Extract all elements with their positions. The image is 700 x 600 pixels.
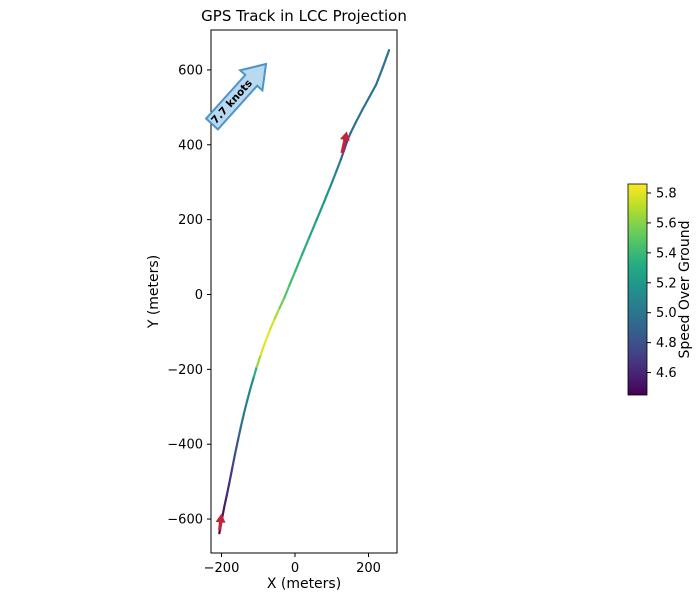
- track-segment: [294, 253, 304, 273]
- gps-track-line: [218, 48, 391, 535]
- x-tick-label: 200: [356, 561, 381, 576]
- colorbar-tick-label: 5.8: [656, 186, 677, 201]
- track-segment: [329, 170, 338, 186]
- track-segment: [223, 494, 228, 508]
- colorbar-ticks: 4.6 4.8 5.0 5.2 5.4 5.6 5.8: [647, 186, 677, 381]
- colorbar-tick-label: 4.8: [656, 336, 677, 351]
- x-axis-ticks: −200 0 200: [204, 553, 381, 576]
- y-tick-label: 400: [178, 138, 203, 153]
- x-axis-label: X (meters): [267, 576, 341, 592]
- quiver-arrow-shaft: [340, 137, 347, 154]
- track-segment: [354, 108, 364, 124]
- colorbar-tick-label: 5.2: [656, 276, 677, 291]
- colorbar-tick-label: 5.0: [656, 306, 677, 321]
- colorbar: [627, 183, 648, 396]
- track-segment: [221, 504, 226, 519]
- track-segment: [268, 317, 276, 331]
- track-segment: [278, 296, 286, 310]
- y-tick-label: 200: [178, 213, 203, 228]
- annotation-arrow-shape: [204, 62, 268, 131]
- y-tick-label: 0: [195, 288, 203, 303]
- colorbar-tick-label: 5.6: [656, 216, 677, 231]
- track-segment: [288, 269, 297, 287]
- track-segment: [308, 218, 318, 239]
- y-tick-label: −600: [167, 513, 203, 528]
- track-segment: [368, 83, 378, 99]
- x-tick-label: 0: [291, 561, 299, 576]
- quiver-arrow-head: [339, 131, 350, 142]
- plot-border: [210, 29, 398, 554]
- track-segment: [264, 328, 272, 344]
- track-segment: [315, 200, 326, 221]
- track-segment: [252, 365, 258, 378]
- track-segment: [283, 284, 291, 299]
- track-segment: [249, 375, 255, 390]
- track-segment: [259, 340, 267, 357]
- track-segment: [300, 236, 311, 256]
- track-segment: [246, 386, 252, 402]
- colorbar-label: Speed Over Ground: [677, 221, 693, 359]
- track-segment: [255, 354, 262, 368]
- colorbar-tick-label: 4.6: [656, 366, 677, 381]
- track-segment: [361, 96, 371, 112]
- x-tick-label: −200: [204, 561, 240, 576]
- track-segment: [228, 467, 234, 485]
- y-tick-label: −200: [167, 363, 203, 378]
- track-segment: [335, 158, 343, 173]
- quiver-arrow-head: [215, 513, 226, 523]
- heading-arrows: [215, 131, 350, 531]
- y-tick-label: −400: [167, 438, 203, 453]
- track-segment: [231, 452, 237, 470]
- y-axis-label: Y (meters): [146, 255, 162, 329]
- track-segment: [381, 48, 391, 69]
- colorbar-tick-label: 5.4: [656, 246, 677, 261]
- track-segment: [236, 425, 243, 441]
- chart-title: GPS Track in LCC Projection: [201, 7, 407, 25]
- track-segment: [375, 66, 384, 86]
- track-segment: [242, 399, 249, 415]
- track-segment: [234, 438, 240, 455]
- track-segment: [349, 120, 358, 134]
- y-axis-ticks: −600 −400 −200 0 200 400 600: [167, 63, 211, 528]
- track-segment: [273, 306, 281, 320]
- speed-annotation-arrow: 7.7 knots: [204, 62, 268, 131]
- y-tick-label: 600: [178, 63, 203, 78]
- track-segment: [322, 183, 333, 204]
- track-segment: [225, 482, 231, 497]
- track-segment: [239, 412, 246, 428]
- speed-annotation-label: 7.7 knots: [209, 77, 255, 126]
